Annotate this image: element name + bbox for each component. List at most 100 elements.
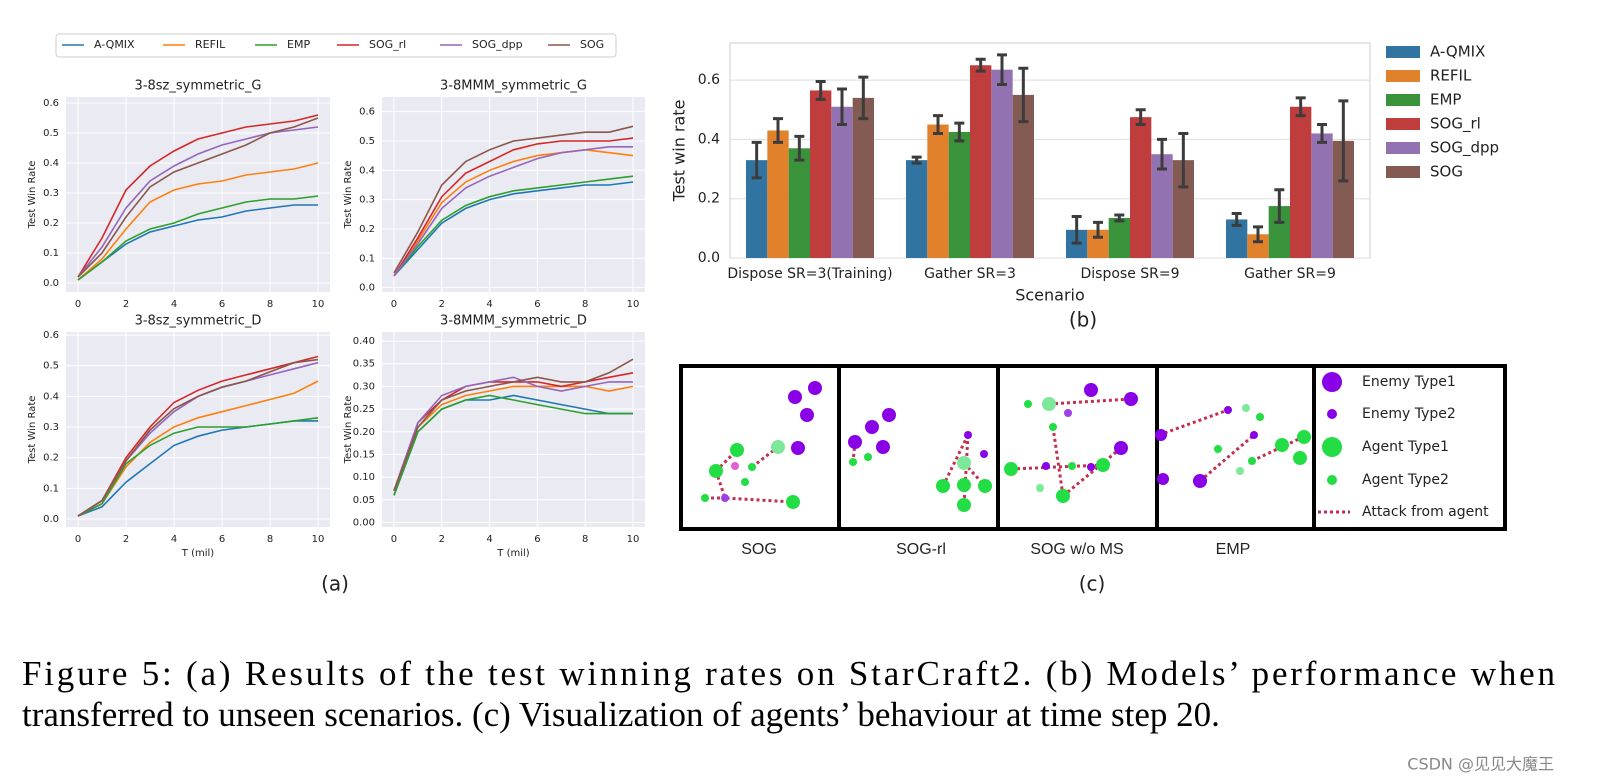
x-tick-label: 0 (75, 299, 81, 310)
y-tick-label: 0.25 (353, 404, 375, 415)
bar (810, 90, 832, 258)
series-line (393, 181, 634, 277)
y-tick-label: 0.6 (359, 107, 375, 118)
legend-frame (55, 33, 617, 58)
bar (831, 106, 853, 258)
plot-area (382, 332, 645, 527)
y-axis-label: Test Win Rate (343, 396, 354, 465)
bar (1226, 219, 1248, 258)
legend-label: SOG (580, 38, 604, 51)
y-tick-label: 0.0 (43, 514, 59, 525)
bar (1130, 117, 1152, 258)
bar (1268, 206, 1290, 258)
y-axis-label: Test Win Rate (27, 161, 38, 230)
y-tick-label: 0.3 (43, 422, 59, 433)
bar (1108, 217, 1130, 258)
y-tick-label: 0.3 (359, 195, 375, 206)
series-line (393, 358, 634, 491)
x-tick-label: 2 (123, 299, 129, 310)
x-tick-label: Gather SR=9 (1244, 266, 1336, 282)
bar (1311, 133, 1333, 258)
series-line (77, 114, 319, 278)
caption-line: Figure 5: (a) Results of the test winnin… (22, 654, 1555, 693)
error-bar (773, 117, 783, 144)
x-tick-label: 4 (171, 299, 177, 310)
chart-title: 3-8MMM_symmetric_D (440, 314, 587, 329)
series-line (77, 355, 319, 517)
error-bar (858, 75, 869, 121)
error-bar (975, 57, 986, 73)
legend-label: REFIL (1430, 67, 1472, 85)
error-bar (837, 87, 847, 127)
scene (848, 408, 992, 512)
legend-label: SOG_dpp (472, 38, 523, 51)
series-line (393, 148, 634, 277)
error-bar (1135, 108, 1146, 127)
y-tick-label: 0.30 (353, 381, 375, 392)
series-line (77, 417, 319, 517)
chart-title: 3-8sz_symmetric_G (135, 79, 262, 94)
bar (970, 65, 992, 258)
y-tick-label: 0.6 (43, 98, 59, 109)
y-tick-label: 0.0 (359, 283, 375, 294)
y-tick-label: 0.0 (698, 250, 720, 266)
x-tick-label: 10 (312, 534, 325, 545)
x-tick-label: 6 (219, 534, 225, 545)
y-tick-label: 0.20 (353, 427, 375, 438)
y-tick-label: 0.6 (698, 72, 720, 88)
error-bar (1157, 137, 1167, 171)
error-bar (1253, 225, 1263, 244)
x-tick-label: 8 (582, 534, 588, 545)
plot-area (66, 97, 330, 292)
error-bar (1274, 188, 1285, 224)
error-bar (815, 80, 826, 101)
y-tick-label: 0.05 (353, 495, 375, 506)
error-bar (1231, 212, 1242, 227)
legend-label: Agent Type2 (1362, 472, 1449, 488)
legend-label: A-QMIX (94, 38, 135, 51)
series-line (393, 146, 633, 277)
visualization: Enemy Type1 Enemy Type2 Agent Type1 Agen… (679, 364, 1507, 558)
legend-label: SOG_rl (1430, 115, 1481, 134)
error-bar (911, 155, 922, 165)
series-line (393, 376, 633, 491)
bar (1332, 140, 1354, 258)
x-axis-label: T (mil) (496, 548, 529, 559)
y-axis-label: Test win rate (670, 100, 689, 203)
error-bar (1338, 99, 1349, 183)
legend-label: SOG_dpp (1430, 139, 1499, 158)
legend-label: Agent Type1 (1362, 439, 1449, 455)
scene (1004, 383, 1138, 503)
bar (927, 124, 949, 258)
error-bar (794, 134, 805, 162)
error-bar (933, 114, 943, 135)
error-bar (1018, 66, 1029, 124)
x-tick-label: Dispose SR=3(Training) (727, 266, 892, 282)
legend-label: Enemy Type1 (1362, 374, 1456, 390)
y-tick-label: 0.1 (359, 253, 375, 264)
series-line (77, 162, 319, 281)
y-tick-label: 0.3 (43, 188, 59, 199)
chart-title: 3-8MMM_symmetric_G (440, 79, 587, 94)
vis-caption: SOG w/o MS (1030, 541, 1123, 558)
x-tick-label: 10 (627, 299, 640, 310)
bar (1290, 106, 1312, 258)
y-tick-label: 0.10 (353, 472, 375, 483)
y-tick-label: 0.4 (698, 131, 720, 147)
bar (1247, 234, 1269, 258)
bar (948, 131, 970, 258)
legend-label: SOG_rl (369, 38, 406, 51)
scene (701, 381, 822, 509)
y-tick-label: 0.2 (43, 453, 59, 464)
y-tick-label: 0.0 (43, 278, 59, 289)
panel-label: (b) (1069, 308, 1097, 332)
x-tick-label: 0 (391, 299, 397, 310)
bar (1087, 229, 1109, 258)
error-bar (1295, 96, 1306, 118)
x-tick-label: 8 (582, 299, 588, 310)
legend-swatch (1386, 46, 1420, 58)
caption-line: transferred to unseen scenarios. (c) Vis… (22, 695, 1220, 734)
legend-label: Attack from agent (1362, 504, 1489, 520)
legend-swatch (1386, 94, 1420, 106)
series-line (393, 175, 634, 277)
